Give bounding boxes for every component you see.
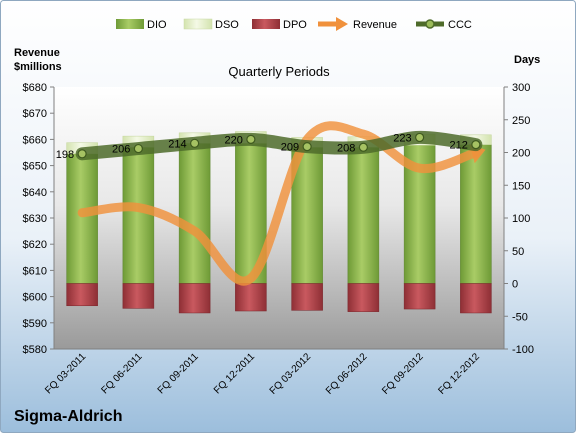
ccc-point [358,142,368,152]
legend-item-dpo: DPO [252,19,307,31]
legend-swatch-dpo [252,19,280,29]
right-tick-label: 250 [512,115,530,127]
legend-item-dio: DIO [116,19,167,31]
right-tick-label: -100 [512,344,534,356]
ccc-data-label: 208 [337,142,355,154]
bar-dio [66,153,98,284]
right-tick-label: 100 [512,213,530,225]
bar-dio [178,143,211,284]
bar-dpo [460,283,492,314]
legend-label-dio: DIO [147,19,167,31]
legend: DIO DSO DPO Revenue CCC [116,17,472,31]
chart-title: Quarterly Periods [228,64,330,79]
bar-dpo [178,283,211,314]
ccc-data-label: 223 [393,132,411,144]
ccc-data-label: 206 [112,144,130,156]
legend-label-dso: DSO [215,19,239,31]
legend-arrow-head [336,17,348,31]
legend-swatch-dio [116,19,144,29]
left-tick-label: $590 [23,318,47,330]
ccc-point [302,142,312,152]
legend-ccc-marker [425,19,435,29]
left-axis-label-line2: $millions [14,61,62,73]
series-ccc-line [75,130,483,161]
right-tick-label: 150 [512,180,530,192]
ccc-point [133,143,143,154]
legend-item-ccc: CCC [416,19,472,31]
left-tick-label: $670 [23,108,47,120]
left-tick-label: $630 [23,213,47,225]
right-tick-label: -50 [512,311,528,323]
series-revenue-line [77,121,481,286]
bar-dio [122,147,155,284]
ccc-point [77,149,87,159]
ccc-data-label: 220 [225,134,243,146]
left-tick-label: $660 [23,134,47,146]
legend-item-dso: DSO [183,18,239,31]
right-tick-label: 0 [512,279,518,291]
legend-label-ccc: CCC [448,19,472,31]
right-tick-label: 300 [512,82,530,94]
left-axis-label-line1: Revenue [14,47,60,59]
bar-dpo [403,283,436,310]
right-axis-label: Days [514,54,540,66]
legend-item-revenue: Revenue [318,17,397,31]
right-tick-label: 200 [512,148,530,160]
right-tick-label: 50 [512,246,524,258]
legend-label-revenue: Revenue [353,19,397,31]
bar-dpo [122,283,155,309]
bar-dpo [291,283,323,311]
left-tick-label: $680 [23,82,47,94]
bar-dpo [66,283,98,307]
legend-swatch-dso [183,18,213,30]
left-tick-label: $580 [23,344,47,356]
bar-dio [460,144,492,284]
left-tick-label: $600 [23,292,47,304]
left-tick-label: $650 [23,161,47,173]
bar-dpo [347,283,380,312]
company-name: Sigma-Aldrich [14,408,122,425]
left-tick-label: $640 [23,187,47,199]
bar-dio [347,147,380,284]
legend-label-dpo: DPO [283,19,307,31]
bar-dpo [235,283,267,312]
ccc-data-label: 212 [450,140,468,152]
ccc-data-label: 214 [168,138,186,150]
ccc-data-label: 198 [56,149,74,161]
ccc-data-label: 209 [281,142,299,154]
ccc-point [190,138,200,148]
ccc-point [471,140,481,150]
ccc-point [415,132,425,143]
left-tick-label: $620 [23,239,47,251]
left-tick-label: $610 [23,265,47,277]
chart-marks: $580 $590 $600 $610 $620 $630 $640 $650 $660 $670… [23,82,535,397]
ccc-point [246,134,256,144]
